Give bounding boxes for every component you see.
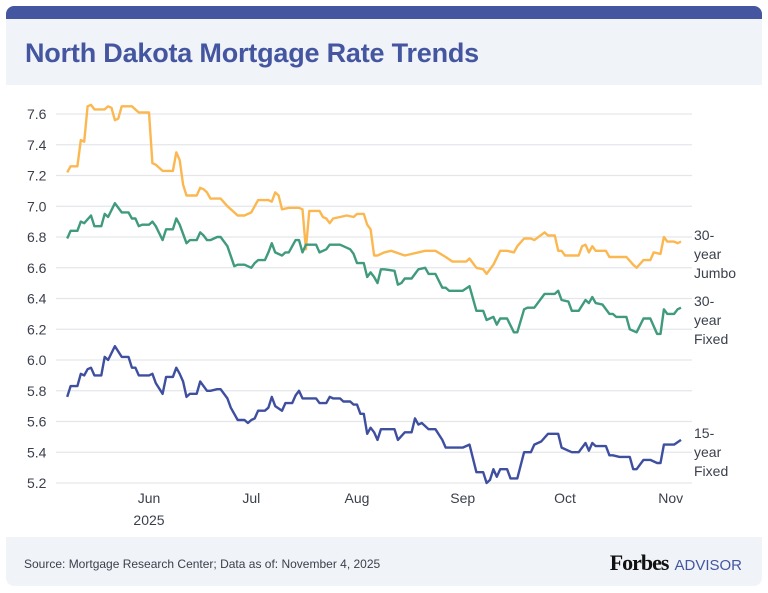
x-tick-label: Jun xyxy=(138,490,161,506)
y-tick-label: 7.6 xyxy=(27,106,47,122)
source-note: Source: Mortgage Research Center; Data a… xyxy=(24,557,381,571)
y-tick-label: 6.0 xyxy=(27,352,47,368)
series-label: Fixed xyxy=(694,331,728,347)
series-label: 15- xyxy=(694,425,715,441)
top-accent-band xyxy=(6,6,762,19)
x-tick-year-label: 2025 xyxy=(133,512,164,528)
forbes-advisor-logo: Forbes ADVISOR xyxy=(610,550,742,576)
series-label: 30- xyxy=(694,293,715,309)
series-label: year xyxy=(694,444,722,460)
series-label: 30- xyxy=(694,227,715,243)
y-tick-label: 5.8 xyxy=(27,383,47,399)
x-tick-label: Aug xyxy=(345,490,370,506)
y-tick-label: 6.4 xyxy=(27,291,47,307)
series-label: Jumbo xyxy=(694,265,736,281)
y-tick-label: 5.4 xyxy=(27,444,47,460)
y-tick-label: 6.2 xyxy=(27,321,47,337)
logo-forbes: Forbes xyxy=(609,550,670,575)
y-tick-label: 6.6 xyxy=(27,260,47,276)
chart-title: North Dakota Mortgage Rate Trends xyxy=(25,38,479,68)
series-line-30-year-fixed xyxy=(66,202,682,336)
x-tick-label: Nov xyxy=(658,490,683,506)
y-tick-label: 5.2 xyxy=(27,475,47,491)
series-line-30-year-jumbo xyxy=(66,103,682,276)
series-label: year xyxy=(694,246,722,262)
logo-advisor: ADVISOR xyxy=(674,557,742,574)
y-tick-label: 7.0 xyxy=(27,198,47,214)
y-tick-label: 6.8 xyxy=(27,229,47,245)
y-tick-label: 7.4 xyxy=(27,137,47,153)
y-tick-label: 7.2 xyxy=(27,168,47,184)
chart-footer: Source: Mortgage Research Center; Data a… xyxy=(6,537,762,586)
x-tick-label: Jul xyxy=(242,490,260,506)
series-label: Fixed xyxy=(694,463,728,479)
y-tick-label: 5.6 xyxy=(27,414,47,430)
series-line-15-year-fixed xyxy=(66,345,682,485)
series-label: year xyxy=(694,312,722,328)
x-tick-label: Oct xyxy=(554,490,576,506)
x-tick-label: Sep xyxy=(450,490,475,506)
chart-header: North Dakota Mortgage Rate Trends xyxy=(6,19,762,85)
chart-card: North Dakota Mortgage Rate Trends Source… xyxy=(6,6,762,586)
